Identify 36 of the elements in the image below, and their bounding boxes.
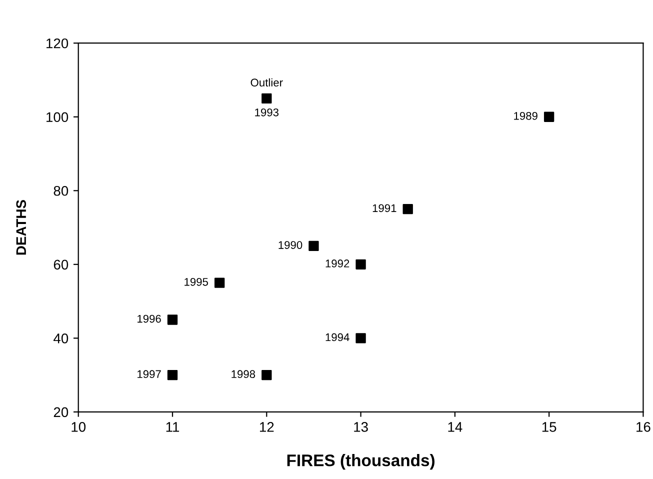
point <box>262 370 272 380</box>
point <box>356 333 366 344</box>
y-tick-label: 60 <box>54 260 68 270</box>
point <box>356 259 366 270</box>
annotation: 1994 <box>326 333 350 342</box>
annotation: 1993 <box>255 108 279 116</box>
point <box>308 240 319 252</box>
annotation: 1997 <box>138 370 161 378</box>
x-tick-label: 13 <box>354 422 368 432</box>
x-axis-title: FIRES (thousands) <box>287 454 434 470</box>
x-tick-label: 12 <box>260 422 274 432</box>
annotation: Outlier <box>250 78 283 87</box>
point <box>167 314 178 325</box>
point <box>544 112 554 122</box>
annotation: 1990 <box>278 241 302 249</box>
annotation: 1998 <box>232 370 256 378</box>
y-tick-label: 80 <box>54 186 68 196</box>
annotation: 1991 <box>372 204 396 212</box>
point <box>214 278 225 288</box>
annotation: 1995 <box>184 278 208 286</box>
annotation: 1989 <box>514 112 538 120</box>
point <box>402 204 413 214</box>
x-tick-label: 15 <box>542 422 556 432</box>
x-tick-label: 16 <box>636 422 650 432</box>
y-axis-title: DEATHS <box>16 200 26 255</box>
y-tick-label: 120 <box>46 38 68 48</box>
x-tick-label: 10 <box>72 422 86 432</box>
annotation: 1992 <box>326 260 350 268</box>
y-tick-label: 40 <box>54 334 68 344</box>
point <box>262 93 272 104</box>
y-tick-label: 100 <box>46 112 68 122</box>
x-tick-label: 11 <box>166 422 180 432</box>
annotation: 1996 <box>138 314 161 323</box>
point <box>167 370 178 380</box>
x-tick-label: 14 <box>448 422 462 432</box>
y-tick-label: 20 <box>54 407 68 418</box>
